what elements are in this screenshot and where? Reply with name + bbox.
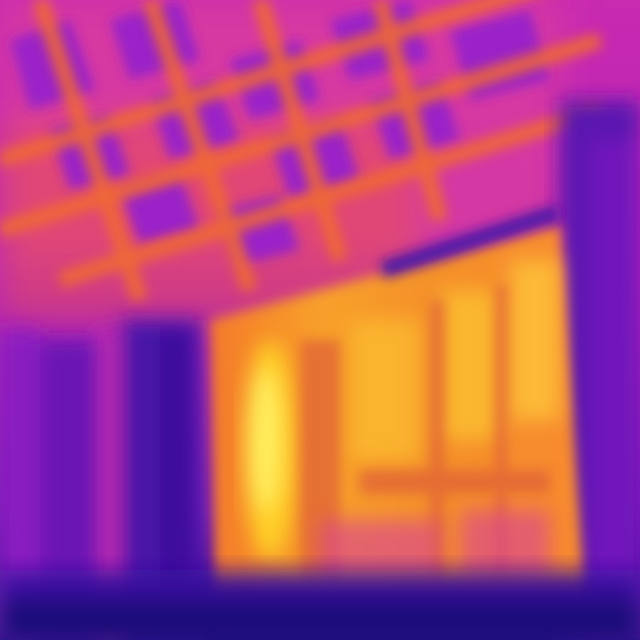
floor bbox=[0, 570, 640, 640]
right-pillar bbox=[560, 100, 640, 640]
interior-lower-cool bbox=[320, 510, 550, 580]
hot-figure bbox=[244, 340, 296, 560]
ceiling-beams bbox=[0, 0, 603, 303]
interior-shelves bbox=[300, 285, 550, 580]
interior-warm-panels bbox=[350, 260, 560, 460]
door-top-bar bbox=[380, 205, 560, 278]
